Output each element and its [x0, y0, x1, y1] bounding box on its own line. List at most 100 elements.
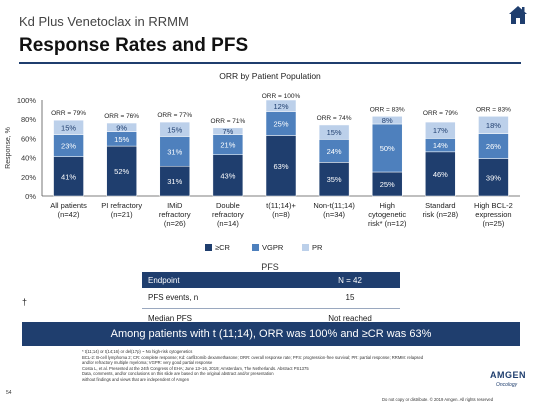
key-finding-banner: Among patients with t (11;14), ORR was 1…: [22, 322, 520, 346]
x-tick-label: (n=21): [111, 210, 133, 219]
page-number: 54: [6, 390, 12, 396]
orr-label: ORR = 77%: [157, 112, 192, 119]
table-row: PFS events, n 15: [142, 288, 400, 309]
bar-segment: [159, 136, 191, 167]
orr-stacked-bar-chart: ORR by Patient Population Response, % 0% 20…: [5, 71, 520, 252]
disclaimer: Do not copy or distribute. © 2019 Amgen.…: [382, 397, 494, 402]
data-label: 25%: [380, 180, 395, 189]
bar-segment: [53, 156, 84, 197]
pfs-row-value: 15: [300, 288, 400, 309]
dagger-mark: †: [22, 297, 28, 307]
title-rule: [19, 62, 521, 64]
x-tick-label: Non-t(11;14): [313, 201, 355, 210]
x-tick-label: (n=34): [323, 210, 345, 219]
bar-segment: [425, 121, 456, 139]
data-label: 23%: [61, 142, 76, 151]
y-tick-label: 40%: [21, 154, 36, 163]
bar-segment: [159, 121, 191, 137]
legend-swatch: [302, 244, 309, 251]
orr-label: ORR = 83%: [476, 106, 511, 113]
data-label: 12%: [273, 102, 288, 111]
x-tick-label: refractory: [212, 210, 244, 219]
pfs-title: PFS: [261, 262, 279, 272]
bar-segment: [265, 99, 297, 112]
x-tick-label: Double: [216, 201, 240, 210]
y-tick-label: 80%: [21, 115, 36, 124]
data-label: 9%: [116, 123, 127, 132]
x-tick-label: risk (n=28): [423, 210, 459, 219]
footnote-line: Data, comments, and/or conclusions on th…: [82, 371, 274, 377]
pfs-row-label: PFS events, n: [142, 288, 300, 309]
data-label: 17%: [433, 126, 448, 135]
x-tick-label: risk* (n=12): [368, 219, 407, 228]
orr-label: ORR = 76%: [104, 113, 139, 120]
data-label: 52%: [114, 167, 129, 176]
footnote-line: BCL-2: B-cell lymphoma 2; CR: complete r…: [82, 354, 424, 360]
orr-label: ORR = 100%: [262, 93, 301, 100]
x-tick-label: High BCL-2: [474, 201, 513, 210]
slide-title: Response Rates and PFS: [19, 35, 249, 56]
legend-label: VGPR: [262, 243, 284, 252]
x-tick-label: refractory: [159, 210, 191, 219]
bar-segment: [159, 165, 191, 197]
data-label: 15%: [61, 123, 76, 132]
chart-title: ORR by Patient Population: [219, 71, 321, 81]
y-tick-label: 0%: [25, 192, 36, 201]
logo-tagline: Oncology: [496, 382, 518, 388]
x-tick-label: cytogenetic: [368, 210, 406, 219]
data-label: 24%: [327, 147, 342, 156]
data-label: 15%: [327, 128, 342, 137]
bar-segment: [318, 124, 350, 140]
bar-segment: [265, 111, 297, 136]
x-tick-label: expression: [475, 210, 511, 219]
footnote-line: without findings and views that are inde…: [82, 376, 190, 382]
data-label: 21%: [220, 141, 235, 150]
data-label: 14%: [433, 141, 448, 150]
legend-label: PR: [312, 243, 323, 252]
x-tick-label: PI refractory: [101, 201, 142, 210]
footnote-line: Costa L, et al. Presented at the 24th Co…: [82, 365, 309, 371]
data-label: 8%: [382, 116, 393, 125]
data-label: 39%: [486, 173, 501, 182]
x-tick-label: (n=25): [482, 219, 504, 228]
data-label: 7%: [222, 127, 233, 136]
data-label: 46%: [433, 170, 448, 179]
orr-label: ORR = 74%: [317, 115, 352, 122]
footnotes: * t(11;14) or t(14;16) or del(17p) ~ No …: [82, 349, 482, 383]
orr-label: ORR = 83%: [370, 106, 405, 113]
x-tick-label: t(11;14)+: [266, 201, 296, 210]
data-label: 35%: [327, 175, 342, 184]
x-tick-label: IMiD: [167, 201, 183, 210]
bar-segment: [53, 119, 84, 135]
x-tick-label: (n=26): [164, 219, 186, 228]
legend-label: ≥CR: [215, 243, 231, 252]
data-label: 31%: [167, 147, 182, 156]
data-label: 31%: [167, 177, 182, 186]
pfs-header-value: N = 42: [300, 272, 400, 288]
orr-label: ORR = 79%: [423, 110, 458, 117]
footnote-line: and/or refractory multiple myeloma; VGPR…: [82, 360, 213, 366]
amgen-logo: AMGEN: [490, 370, 526, 380]
bar-segment: [106, 122, 137, 132]
bar-segment: [212, 154, 244, 197]
home-icon[interactable]: [507, 4, 529, 26]
data-label: 41%: [61, 172, 76, 181]
bar-segment: [371, 116, 403, 125]
bar-segment: [478, 158, 509, 197]
orr-label: ORR = 71%: [210, 118, 245, 125]
legend-swatch: [252, 244, 259, 251]
y-tick-label: 60%: [21, 134, 36, 143]
x-tick-label: (n=8): [272, 210, 290, 219]
bar-segment: [425, 151, 456, 197]
data-label: 18%: [486, 121, 501, 130]
x-tick-label: (n=14): [217, 219, 239, 228]
data-label: 26%: [486, 142, 501, 151]
x-tick-label: (n=42): [58, 210, 80, 219]
data-label: 15%: [114, 135, 129, 144]
pfs-header-label: Endpoint: [142, 272, 300, 288]
data-label: 15%: [167, 125, 182, 134]
y-tick-label: 100%: [17, 96, 37, 105]
orr-label: ORR = 79%: [51, 110, 86, 117]
bar-segment: [265, 135, 297, 197]
x-tick-label: High: [380, 201, 395, 210]
